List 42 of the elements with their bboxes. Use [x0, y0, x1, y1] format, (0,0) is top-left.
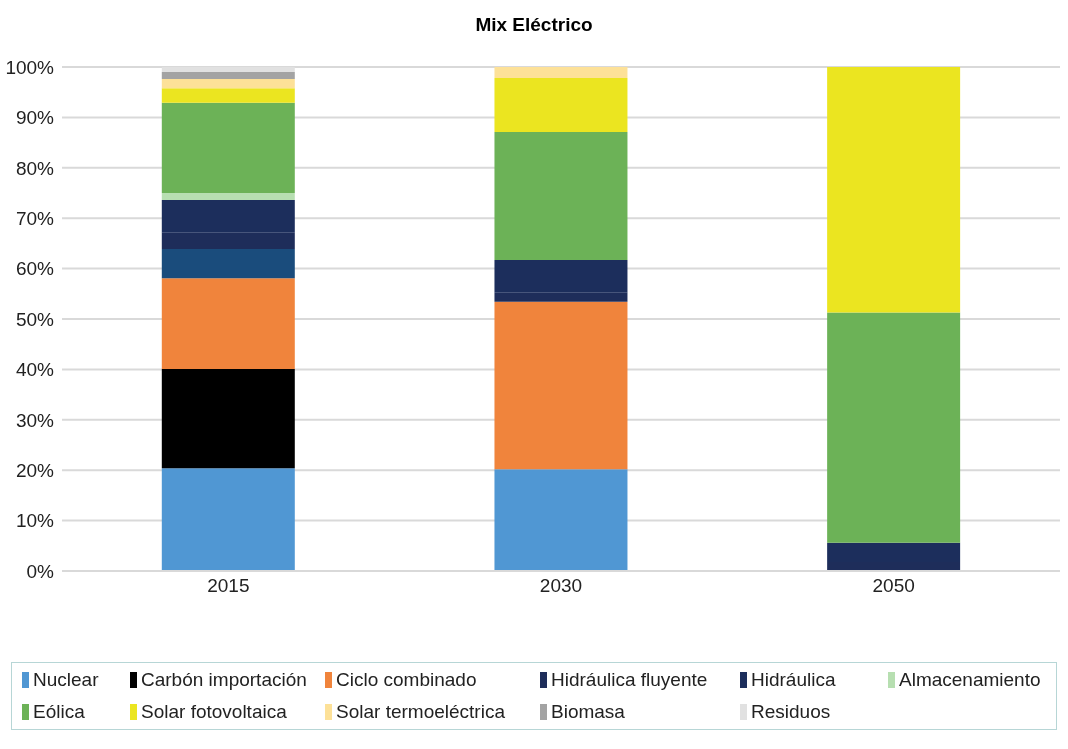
- bar: [161, 88, 295, 103]
- bar: [494, 67, 628, 79]
- bar: [161, 248, 295, 279]
- legend-label: Solar termoeléctrica: [336, 701, 505, 723]
- bar: [161, 79, 295, 89]
- legend-label: Biomasa: [551, 701, 625, 723]
- bar: [161, 102, 295, 193]
- legend-label: Almacenamiento: [899, 669, 1041, 691]
- bar: [161, 368, 295, 469]
- legend-label: Nuclear: [33, 669, 99, 691]
- bar: [827, 67, 961, 313]
- y-tick-label: 30%: [15, 409, 55, 431]
- y-tick-label: 80%: [15, 157, 55, 179]
- y-tick-label: 60%: [15, 258, 55, 280]
- bar: [494, 469, 628, 571]
- bar: [161, 468, 295, 571]
- legend-label: Hidráulica: [751, 669, 836, 691]
- bar: [494, 132, 628, 261]
- chart-title: Mix Eléctrico: [474, 14, 594, 36]
- y-tick-label: 40%: [15, 359, 55, 381]
- y-tick-label: 90%: [15, 107, 55, 129]
- legend-label: Residuos: [751, 701, 831, 723]
- legend-label: Carbón importación: [141, 669, 307, 691]
- y-tick-label: 50%: [15, 308, 55, 330]
- legend-label: Eólica: [33, 701, 85, 723]
- y-tick-label: 10%: [15, 510, 55, 532]
- y-tick-label: 70%: [15, 207, 55, 229]
- y-tick-label: 0%: [26, 560, 55, 582]
- bar: [827, 312, 961, 543]
- y-tick-label: 100%: [5, 56, 55, 78]
- y-tick-label: 20%: [15, 459, 55, 481]
- bar: [161, 278, 295, 369]
- x-tick-label: 2050: [872, 575, 915, 597]
- legend-label: Hidráulica fluyente: [551, 669, 708, 691]
- bar: [161, 193, 295, 201]
- x-tick-label: 2030: [539, 575, 583, 597]
- bar: [494, 301, 628, 470]
- x-tick-label: 2015: [207, 575, 250, 597]
- legend-label: Solar fotovoltaica: [141, 701, 287, 723]
- legend-label: Ciclo combinado: [336, 669, 477, 691]
- bar: [161, 72, 295, 80]
- bar: [494, 78, 628, 133]
